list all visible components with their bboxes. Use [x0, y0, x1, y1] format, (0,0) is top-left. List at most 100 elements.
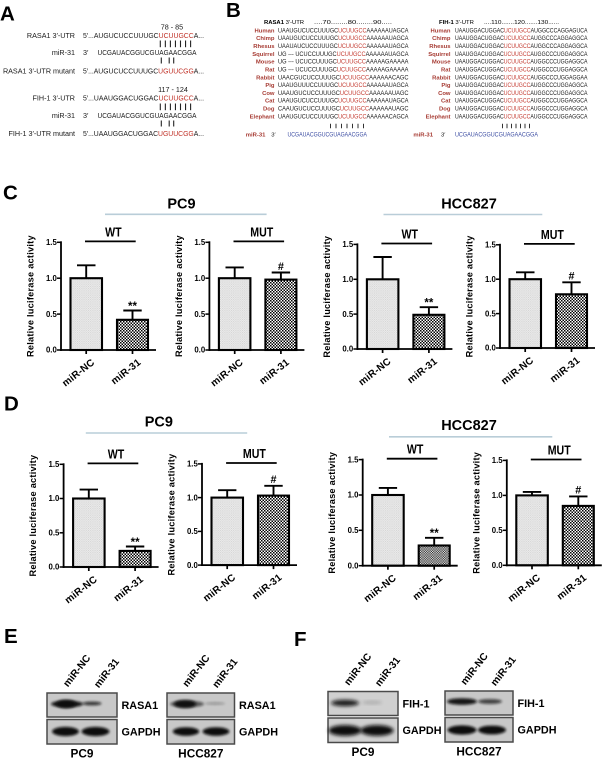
- svg-text:0.5: 0.5: [46, 310, 58, 319]
- svg-text:UAAUGGACUGGACUCUUGCCAUGGCCCUGG: UAAUGGACUGGACUCUUGCCAUGGCCCUGGAGGCA: [455, 91, 588, 97]
- svg-text:Relative luciferase activity: Relative luciferase activity: [28, 454, 38, 577]
- svg-text:1.0: 1.0: [492, 491, 504, 500]
- svg-text:....70........80........90....: ....70........80........90.....: [314, 20, 393, 26]
- svg-text:1.5: 1.5: [348, 455, 360, 464]
- svg-text:GAPDH: GAPDH: [518, 725, 557, 737]
- svg-text:5′...AUGUCUCCUUUGCUCUUGCCA...: 5′...AUGUCUCCUUUGCUCUUGCCA...: [83, 31, 204, 40]
- svg-text:1.5: 1.5: [187, 460, 199, 469]
- svg-text:0.5: 0.5: [187, 527, 199, 536]
- svg-text:FIH-1 3′-UTR mutant: FIH-1 3′-UTR mutant: [9, 129, 75, 138]
- svg-text:117 - 124: 117 - 124: [158, 85, 188, 94]
- svg-text:Chimp: Chimp: [256, 36, 275, 42]
- svg-text:1.5: 1.5: [492, 456, 504, 465]
- svg-text:3′: 3′: [83, 111, 89, 120]
- svg-text:Rabbit: Rabbit: [432, 75, 450, 81]
- svg-text:5′...AUGUCUCCUUUGCUGUUCGGA...: 5′...AUGUCUCCUUUGCUGUUCGGA...: [83, 67, 204, 76]
- svg-text:UAAUGUCUCCUUUGCUCUUGCCAAAAAAUA: UAAUGUCUCCUUUGCUCUUGCCAAAAAAUAGCA: [278, 28, 409, 34]
- svg-text:HCC827: HCC827: [441, 196, 497, 212]
- svg-text:#: #: [278, 261, 284, 273]
- svg-text:RASA1 3′-UTR: RASA1 3′-UTR: [264, 20, 304, 26]
- svg-text:1.5: 1.5: [342, 240, 354, 249]
- svg-text:UAAUGGACUGGACUCUUGCCAUGGCCCUGG: UAAUGGACUGGACUCUUGCCAUGGCCCUGGAGGCA: [455, 114, 588, 120]
- svg-text:MUT: MUT: [243, 446, 266, 461]
- svg-text:UAACGUCUCCUUUGCUCUUGCCAAAAAACA: UAACGUCUCCUUUGCUCUUGCCAAAAAACAGC: [278, 75, 409, 81]
- svg-text:Pig: Pig: [265, 83, 275, 89]
- svg-text:UAAUGGACUGGACUCUUGCCAUGGCCCUGG: UAAUGGACUGGACUCUUGCCAUGGCCCUGGAGGAA: [455, 75, 588, 81]
- svg-text:A: A: [0, 3, 15, 26]
- svg-text:0.0: 0.0: [485, 344, 497, 353]
- svg-text:WT: WT: [105, 224, 122, 239]
- svg-text:1.5: 1.5: [46, 238, 58, 247]
- svg-text:MUT: MUT: [548, 442, 571, 457]
- svg-text:0.5: 0.5: [49, 529, 61, 538]
- svg-text:RASA1: RASA1: [122, 700, 159, 712]
- svg-text:#: #: [270, 474, 276, 486]
- svg-text:**: **: [131, 537, 140, 549]
- svg-text:Cat: Cat: [441, 99, 451, 105]
- svg-text:Cow: Cow: [438, 91, 451, 97]
- svg-text:HCC827: HCC827: [456, 745, 502, 759]
- svg-text:WT: WT: [407, 442, 424, 457]
- svg-text:Rat: Rat: [441, 68, 451, 74]
- svg-text:1.5: 1.5: [485, 241, 497, 250]
- svg-text:78 - 85: 78 - 85: [161, 23, 183, 32]
- svg-text:HCC827: HCC827: [178, 747, 224, 761]
- svg-text:1.5: 1.5: [194, 238, 206, 247]
- svg-text:PC9: PC9: [352, 745, 375, 759]
- svg-text:HCC827: HCC827: [441, 418, 497, 434]
- svg-text:Rhesus: Rhesus: [253, 44, 275, 50]
- svg-text:3′: 3′: [83, 48, 89, 57]
- svg-text:**: **: [128, 301, 137, 313]
- svg-text:1.0: 1.0: [194, 274, 206, 283]
- svg-text:UG --- UCUCCUUUGCUCUUGCCAAAAAG: UG --- UCUCCUUUGCUCUUGCCAAAAAGAAAAA: [278, 60, 409, 66]
- svg-text:Mouse: Mouse: [256, 60, 275, 66]
- svg-text:0.0: 0.0: [194, 346, 206, 355]
- svg-text:1.0: 1.0: [187, 493, 199, 502]
- svg-text:Dog: Dog: [439, 107, 451, 113]
- svg-text:PC9: PC9: [71, 747, 94, 761]
- svg-text:miR-31: miR-31: [52, 111, 75, 120]
- svg-text:Relative luciferase activity: Relative luciferase activity: [322, 235, 332, 358]
- svg-text:F: F: [294, 628, 307, 651]
- svg-text:Human: Human: [255, 28, 275, 34]
- svg-text:Dog: Dog: [263, 107, 275, 113]
- svg-text:Cat: Cat: [265, 99, 275, 105]
- svg-text:1.0: 1.0: [49, 494, 61, 503]
- svg-text:0.5: 0.5: [194, 310, 206, 319]
- svg-text:0.0: 0.0: [492, 561, 504, 570]
- svg-text:3′: 3′: [441, 132, 445, 138]
- svg-text:Relative luciferase activity: Relative luciferase activity: [26, 235, 36, 358]
- svg-text:UAAUGGACUGGACUCUUGCCAUGGCCCUGG: UAAUGGACUGGACUCUUGCCAUGGCCCUGGAGGCA: [455, 107, 588, 113]
- svg-text:PC9: PC9: [145, 414, 173, 430]
- svg-text:UAAUGGACUGGACUCUUGCCAUGGCCCUGG: UAAUGGACUGGACUCUUGCCAUGGCCCUGGAGGCA: [455, 60, 588, 66]
- svg-text:Pig: Pig: [441, 83, 451, 89]
- svg-text:UAAUGGACUGGACUCUUGCCAUGGCCCUGG: UAAUGGACUGGACUCUUGCCAUGGCCCUGGAGGCA: [455, 83, 588, 89]
- svg-text:miR-31: miR-31: [52, 48, 75, 57]
- svg-text:1.0: 1.0: [348, 491, 360, 500]
- svg-text:0.0: 0.0: [342, 345, 354, 354]
- svg-text:Squirrel: Squirrel: [252, 52, 275, 58]
- svg-text:#: #: [575, 485, 581, 497]
- svg-text:UCGAUACGGUCGUAGAACGGA: UCGAUACGGUCGUAGAACGGA: [455, 132, 538, 138]
- svg-text:Relative luciferase activity: Relative luciferase activity: [471, 451, 481, 574]
- svg-text:1.5: 1.5: [49, 460, 61, 469]
- svg-text:UAAUGGACUGGACUCUUGCCAUGGCCCAGG: UAAUGGACUGGACUCUUGCCAUGGCCCAGGAGUCA: [455, 28, 588, 34]
- svg-text:miR-31: miR-31: [413, 132, 433, 138]
- svg-text:**: **: [430, 528, 439, 540]
- svg-text:3′: 3′: [271, 132, 275, 138]
- svg-text:D: D: [4, 393, 19, 416]
- svg-text:UAAUGUCUCCUUUGCUCUUGCCAAAAAACA: UAAUGUCUCCUUUGCUCUUGCCAAAAAACAGCA: [278, 114, 409, 120]
- svg-text:FIH-1: FIH-1: [403, 698, 430, 710]
- svg-text:Squirrel: Squirrel: [428, 52, 451, 58]
- svg-text:0.5: 0.5: [348, 526, 360, 535]
- svg-text:1.0: 1.0: [46, 274, 58, 283]
- svg-text:UCGAUACGGUCGUAGAACGGA: UCGAUACGGUCGUAGAACGGA: [98, 48, 197, 57]
- svg-text:C: C: [3, 182, 18, 205]
- svg-text:RASA1: RASA1: [239, 700, 276, 712]
- svg-text:UCGAUACGGUCGUAGAACGGA: UCGAUACGGUCGUAGAACGGA: [98, 111, 197, 120]
- svg-text:UAAUGUCUCCUUUGCUCUUGCCAAAAAAUA: UAAUGUCUCCUUUGCUCUUGCCAAAAAAUAGCA: [278, 36, 409, 42]
- svg-text:UCGAUACGGUCGUAGAACGGA: UCGAUACGGUCGUAGAACGGA: [288, 132, 368, 138]
- svg-text:GAPDH: GAPDH: [239, 727, 278, 739]
- svg-text:PC9: PC9: [167, 196, 195, 212]
- svg-text:....110.......120.......130...: ....110.......120.......130......: [484, 20, 560, 26]
